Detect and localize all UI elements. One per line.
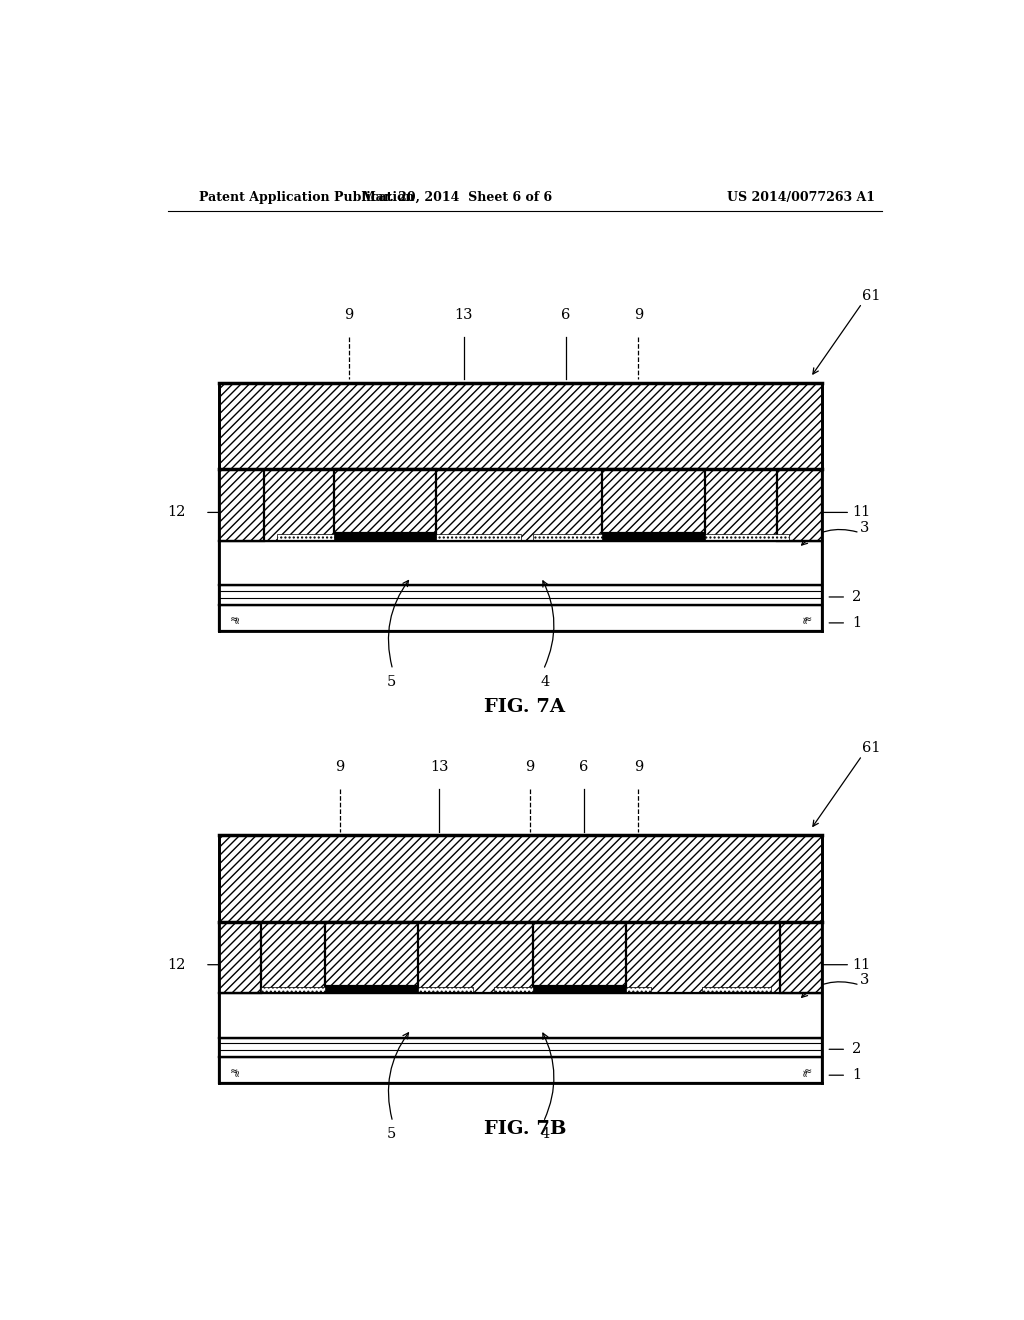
Text: 9: 9: [335, 760, 344, 774]
Text: FIG. 7B: FIG. 7B: [483, 1121, 566, 1138]
Bar: [325, 986, 418, 994]
Text: ≈: ≈: [804, 1067, 812, 1076]
Text: 4: 4: [541, 1127, 550, 1140]
Text: 6: 6: [580, 760, 589, 774]
Bar: [780, 921, 822, 994]
Bar: [219, 470, 264, 541]
Bar: [261, 986, 331, 994]
Bar: [582, 986, 650, 994]
Bar: [219, 605, 822, 631]
Text: 6: 6: [561, 308, 570, 322]
Text: Mar. 20, 2014  Sheet 6 of 6: Mar. 20, 2014 Sheet 6 of 6: [362, 190, 552, 203]
Text: 5: 5: [386, 1127, 396, 1140]
Bar: [219, 921, 261, 994]
Text: US 2014/0077263 A1: US 2014/0077263 A1: [727, 190, 876, 203]
Text: ≈: ≈: [231, 1068, 242, 1076]
Bar: [219, 1057, 822, 1084]
Text: 13: 13: [455, 308, 473, 322]
Bar: [219, 834, 822, 921]
Bar: [334, 470, 436, 533]
Text: 3: 3: [860, 520, 869, 535]
Bar: [219, 383, 822, 470]
Text: 61: 61: [862, 742, 881, 755]
Text: Patent Application Publication: Patent Application Publication: [200, 190, 415, 203]
Text: 1: 1: [852, 616, 861, 630]
Bar: [276, 535, 364, 541]
Text: 9: 9: [525, 760, 535, 774]
Text: ≈: ≈: [800, 1068, 810, 1076]
Text: 12: 12: [168, 506, 186, 519]
Text: ≈: ≈: [229, 614, 238, 624]
Text: 11: 11: [852, 958, 870, 972]
Bar: [602, 470, 705, 533]
Bar: [219, 470, 822, 541]
Bar: [403, 986, 473, 994]
Bar: [532, 986, 627, 994]
Bar: [602, 533, 705, 541]
Text: 3: 3: [860, 973, 869, 987]
Bar: [219, 994, 822, 1038]
Bar: [532, 535, 621, 541]
Bar: [532, 921, 627, 986]
Text: 13: 13: [430, 760, 449, 774]
Text: ≈: ≈: [804, 614, 812, 624]
Text: ≈: ≈: [229, 1067, 238, 1076]
Bar: [433, 535, 521, 541]
Bar: [701, 986, 771, 994]
Bar: [325, 921, 418, 986]
Text: 1: 1: [852, 1068, 861, 1082]
Text: 9: 9: [344, 308, 353, 322]
Bar: [334, 533, 436, 541]
Text: 11: 11: [852, 506, 870, 519]
Text: 2: 2: [852, 590, 861, 605]
Text: 2: 2: [852, 1043, 861, 1056]
Text: ≈: ≈: [800, 615, 810, 623]
Bar: [219, 585, 822, 605]
Text: 61: 61: [862, 289, 881, 304]
Bar: [219, 541, 822, 585]
Text: ≈: ≈: [231, 615, 242, 623]
Bar: [219, 921, 822, 994]
Text: 5: 5: [386, 675, 396, 689]
Bar: [777, 470, 822, 541]
Bar: [219, 1038, 822, 1057]
Text: 4: 4: [541, 675, 550, 689]
Bar: [494, 986, 563, 994]
Text: 9: 9: [634, 760, 643, 774]
Text: 12: 12: [168, 958, 186, 972]
Text: 9: 9: [634, 308, 643, 322]
Bar: [701, 535, 790, 541]
Text: FIG. 7A: FIG. 7A: [484, 698, 565, 717]
